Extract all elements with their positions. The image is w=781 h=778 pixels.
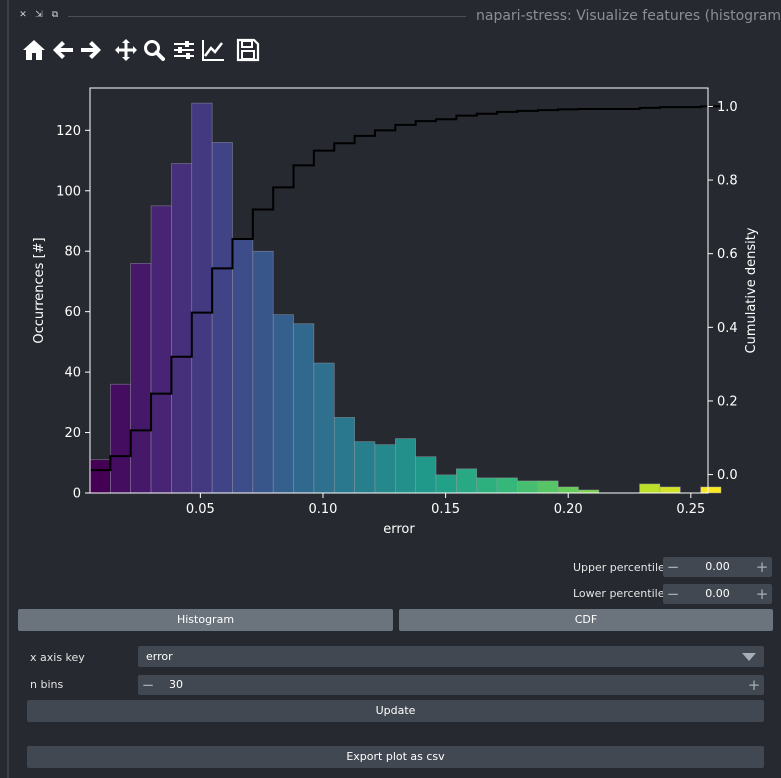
export-csv-button[interactable]: Export plot as csv bbox=[27, 746, 764, 768]
y-axis-label: Occurrences [#] bbox=[32, 237, 47, 343]
y2-axis-label: Cumulative density bbox=[744, 227, 759, 353]
histogram-bar bbox=[517, 480, 539, 494]
histogram-bar bbox=[476, 477, 498, 494]
n-bins-spinbox[interactable]: − 30 + bbox=[138, 675, 764, 695]
x-tick-label: 0.25 bbox=[676, 502, 705, 517]
y2-tick-label: 0.2 bbox=[717, 394, 738, 409]
histogram-bar bbox=[89, 459, 111, 494]
lower-percentile-value[interactable]: 0.00 bbox=[705, 587, 730, 600]
histogram-bar bbox=[232, 238, 254, 494]
cumulative-line bbox=[90, 105, 721, 472]
histogram-bar bbox=[272, 314, 294, 494]
x-tick-label: 0.05 bbox=[186, 502, 215, 517]
histogram-bar bbox=[537, 480, 559, 494]
decrement-icon[interactable]: − bbox=[141, 676, 155, 694]
x-axis-key-label: x axis key bbox=[30, 651, 85, 664]
histogram-bar bbox=[415, 456, 437, 494]
y-tick-label: 80 bbox=[64, 245, 81, 260]
increment-icon[interactable]: + bbox=[747, 676, 761, 694]
back-arrow-icon[interactable] bbox=[51, 38, 75, 62]
histogram-bar bbox=[496, 477, 518, 494]
configure-subplots-icon[interactable] bbox=[172, 38, 196, 62]
plot-frame bbox=[89, 87, 709, 494]
histogram-bar bbox=[211, 142, 233, 494]
upper-percentile-value[interactable]: 0.00 bbox=[705, 560, 730, 573]
upper-percentile-spinbox[interactable]: − 0.00 + bbox=[663, 557, 772, 577]
pan-icon[interactable] bbox=[114, 38, 138, 62]
dock-titlebar: ✕ ⇲ ⧉ napari-stress: Visualize features … bbox=[0, 0, 781, 34]
save-icon[interactable] bbox=[236, 38, 260, 62]
update-button[interactable]: Update bbox=[27, 700, 764, 722]
histogram-bar bbox=[659, 486, 681, 494]
histogram-bar bbox=[333, 417, 355, 494]
window-title: napari-stress: Visualize features (histo… bbox=[476, 8, 781, 24]
x-axis-label: error bbox=[383, 522, 415, 537]
histogram-bar bbox=[130, 262, 152, 494]
forward-arrow-icon[interactable] bbox=[79, 38, 103, 62]
y-tick-label: 120 bbox=[56, 124, 81, 139]
histogram-bar bbox=[557, 486, 579, 494]
histogram-bar bbox=[171, 163, 193, 494]
y-tick-label: 60 bbox=[64, 305, 81, 320]
histogram-bar bbox=[456, 468, 478, 494]
lower-percentile-spinbox[interactable]: − 0.00 + bbox=[663, 584, 772, 604]
x-tick-label: 0.20 bbox=[554, 502, 583, 517]
y2-tick-label: 0.0 bbox=[717, 468, 738, 483]
decrement-icon[interactable]: − bbox=[666, 585, 680, 603]
lower-percentile-label: Lower percentile bbox=[573, 587, 665, 600]
histogram-chart[interactable]: 0.05 0.10 0.15 0.20 0.25 0 20 40 60 80 100 120 0.0 0.… bbox=[18, 68, 778, 538]
histogram-bars bbox=[89, 102, 722, 494]
x-tick-label: 0.15 bbox=[431, 502, 460, 517]
n-bins-value[interactable]: 30 bbox=[169, 678, 183, 691]
home-icon[interactable] bbox=[22, 38, 46, 62]
n-bins-label: n bins bbox=[30, 678, 64, 691]
x-axis-key-combobox[interactable]: error bbox=[138, 646, 764, 667]
float-icon[interactable]: ⇲ bbox=[35, 10, 43, 20]
histogram-bar bbox=[700, 486, 722, 494]
histogram-bar bbox=[354, 441, 376, 494]
x-tick-label: 0.10 bbox=[308, 502, 337, 517]
histogram-bar bbox=[639, 483, 661, 494]
dock-border bbox=[7, 0, 9, 778]
titlebar-divider bbox=[68, 16, 466, 17]
chevron-down-icon[interactable] bbox=[742, 653, 756, 661]
y-tick-label: 0 bbox=[73, 487, 81, 502]
histogram-button[interactable]: Histogram bbox=[18, 609, 393, 631]
x-axis-key-value: error bbox=[146, 650, 173, 663]
decrement-icon[interactable]: − bbox=[666, 558, 680, 576]
y2-tick-label: 0.4 bbox=[717, 321, 738, 336]
y2-tick-label: 0.8 bbox=[717, 174, 738, 189]
histogram-bar bbox=[293, 323, 315, 494]
y2-tick-label: 0.6 bbox=[717, 247, 738, 262]
histogram-bar bbox=[435, 474, 457, 494]
histogram-bar bbox=[374, 444, 396, 494]
increment-icon[interactable]: + bbox=[755, 558, 769, 576]
histogram-bar bbox=[191, 102, 213, 494]
histogram-bar bbox=[395, 438, 416, 494]
histogram-bar bbox=[150, 205, 172, 494]
histogram-bar bbox=[252, 250, 274, 494]
close-icon[interactable]: ✕ bbox=[19, 10, 27, 20]
y-tick-label: 20 bbox=[64, 426, 81, 441]
y-tick-label: 100 bbox=[56, 184, 81, 199]
y2-tick-label: 1.0 bbox=[717, 100, 738, 115]
zoom-icon[interactable] bbox=[142, 38, 166, 62]
histogram-bar bbox=[313, 362, 335, 494]
hide-title-icon[interactable]: ⧉ bbox=[51, 10, 59, 20]
histogram-bar bbox=[110, 383, 132, 494]
upper-percentile-label: Upper percentile bbox=[573, 561, 665, 574]
y-tick-label: 40 bbox=[64, 366, 81, 381]
increment-icon[interactable]: + bbox=[755, 585, 769, 603]
edit-axis-icon[interactable] bbox=[201, 38, 225, 62]
cdf-button[interactable]: CDF bbox=[399, 609, 773, 631]
